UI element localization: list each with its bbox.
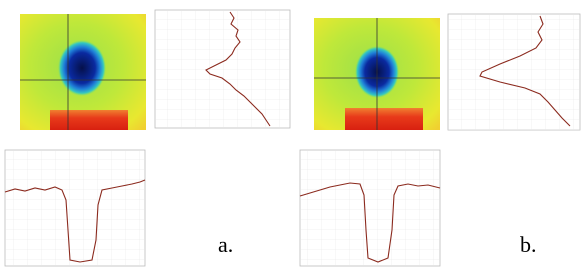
horizontal-profile [5,150,145,266]
horizontal-profile [300,150,440,266]
vertical-profile [448,14,580,130]
panel-label: b. [520,232,537,257]
panel-b: b. [300,14,580,266]
figure: a. b. [0,0,582,268]
panel-label: a. [218,232,233,257]
vertical-profile [155,10,290,128]
thermal-image [20,14,146,130]
thermal-image [314,18,440,130]
panel-a: a. [5,10,290,266]
